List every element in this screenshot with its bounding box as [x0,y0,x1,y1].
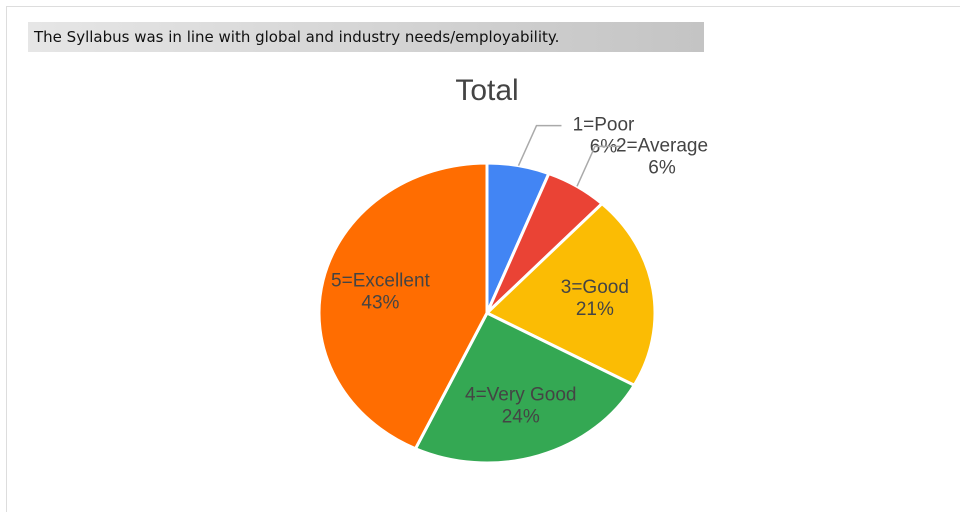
header: The Syllabus was in line with global and… [28,22,704,52]
pie-slice [413,311,637,465]
slice-label: 4=Very Good [465,385,576,406]
slice-label: 3=Good [561,277,629,298]
slice-value: 6% [590,137,618,158]
slice-label: 1=Poor [573,115,635,136]
slice-value: 43% [361,293,399,314]
slice-value: 24% [502,407,540,428]
frame [6,6,960,512]
leader-line [576,145,621,187]
slice-label: 5=Excellent [331,271,430,292]
slice-value: 6% [648,157,676,178]
leader-line [517,124,562,166]
pie-slice [317,161,489,451]
pie-slice [484,201,657,388]
chart-title: Total [455,74,518,107]
slice-label: 2=Average [616,135,708,156]
slice-value: 21% [576,299,614,320]
